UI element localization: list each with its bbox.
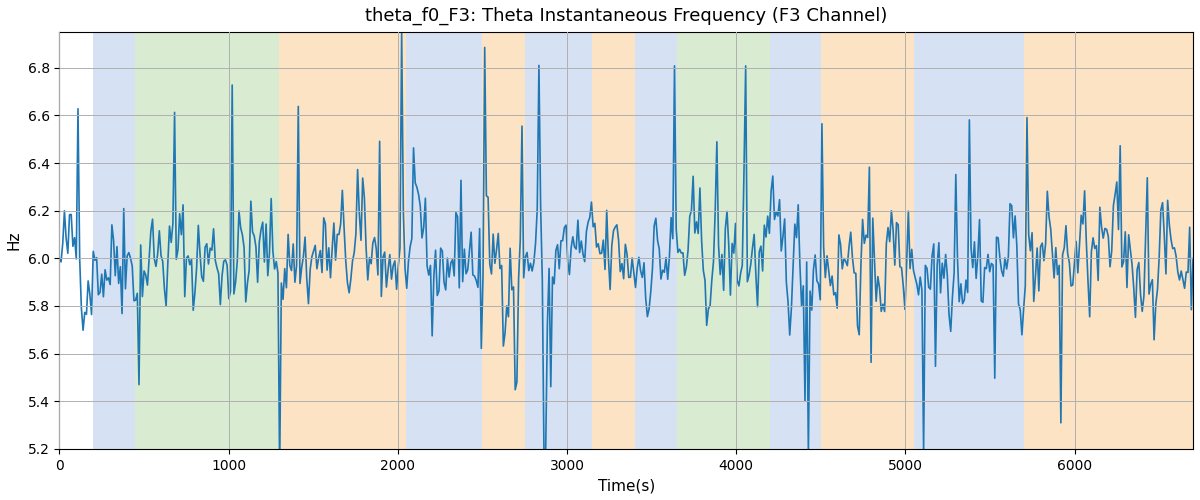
Bar [593, 32, 635, 449]
Bar [1024, 32, 1193, 449]
Y-axis label: Hz: Hz [7, 230, 22, 250]
Bar [280, 32, 407, 449]
X-axis label: Time(s): Time(s) [598, 478, 655, 493]
Bar [821, 32, 914, 449]
Bar [635, 32, 677, 449]
Bar [482, 32, 524, 449]
Title: theta_f0_F3: Theta Instantaneous Frequency (F3 Channel): theta_f0_F3: Theta Instantaneous Frequen… [365, 7, 887, 25]
Bar [407, 32, 482, 449]
Bar [94, 32, 136, 449]
Bar [136, 32, 280, 449]
Bar [914, 32, 1024, 449]
Bar [770, 32, 821, 449]
Bar [677, 32, 770, 449]
Bar [524, 32, 593, 449]
